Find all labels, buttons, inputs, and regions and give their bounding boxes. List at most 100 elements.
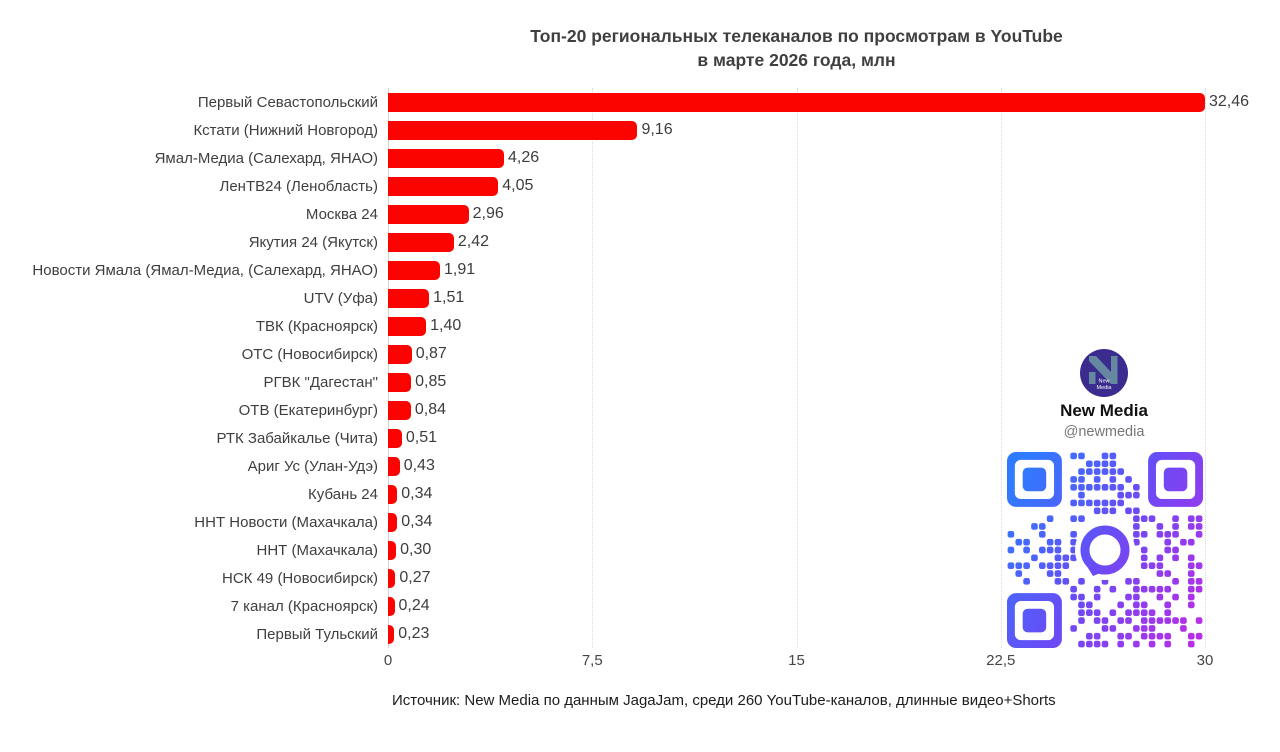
category-label: РГВК "Дагестан" <box>263 373 379 391</box>
gridline <box>592 88 594 648</box>
bar-row: ННТ (Махачкала) 0,30 <box>0 536 1280 564</box>
bar <box>388 568 396 588</box>
bar <box>388 540 397 560</box>
bar-row: ННТ Новости (Махачкала) 0,34 <box>0 508 1280 536</box>
bar-track: 1,91 <box>388 256 1205 284</box>
category-label: ОТВ (Екатеринбург) <box>238 401 378 419</box>
bar <box>388 176 499 196</box>
bar-row: Кубань 24 0,34 <box>0 480 1280 508</box>
bar <box>388 148 504 168</box>
bar-track: 2,96 <box>388 200 1205 228</box>
category-label: UTV (Уфа) <box>303 289 378 307</box>
bar-track: 4,26 <box>388 144 1205 172</box>
bar-row: НСК 49 (Новосибирск) 0,27 <box>0 564 1280 592</box>
category-label: Ариг Ус (Улан-Удэ) <box>247 457 378 475</box>
source-note: Источник: New Media по данным JagaJam, с… <box>392 692 1056 709</box>
bar-track: 1,51 <box>388 284 1205 312</box>
bar <box>388 428 402 448</box>
bar-row: РТК Забайкалье (Чита) 0,51 <box>0 424 1280 452</box>
qr-code <box>1007 452 1203 648</box>
value-label: 2,42 <box>457 233 490 250</box>
bar <box>388 92 1205 112</box>
category-label: НСК 49 (Новосибирск) <box>222 569 378 587</box>
value-label: 0,23 <box>398 625 430 642</box>
bar-row: Кстати (Нижний Новгород) 9,16 <box>0 116 1280 144</box>
value-label: 0,24 <box>398 597 430 614</box>
value-label: 0,87 <box>415 345 447 362</box>
brand-handle: @newmedia <box>1063 424 1145 440</box>
category-label: Москва 24 <box>305 205 378 223</box>
bar <box>388 372 412 392</box>
bar-row: Ариг Ус (Улан-Удэ) 0,43 <box>0 452 1280 480</box>
bar-row: UTV (Уфа) 1,51 <box>0 284 1280 312</box>
value-label: 0,51 <box>405 429 438 446</box>
category-label: Новости Ямала (Ямал-Медиа, (Салехард, ЯН… <box>32 261 378 279</box>
bar-row: Ямал-Медиа (Салехард, ЯНАО) 4,26 <box>0 144 1280 172</box>
bar <box>388 456 400 476</box>
category-label: Первый Тульский <box>256 625 378 643</box>
y-axis-line <box>388 88 389 648</box>
bar-track: 0,27 <box>388 564 1205 592</box>
bar-row: ТВК (Красноярск) 1,40 <box>0 312 1280 340</box>
bar <box>388 512 398 532</box>
chart-title-line1: Топ-20 региональных телеканалов по просм… <box>530 26 1063 46</box>
value-label: 9,16 <box>641 121 673 138</box>
category-label: Якутия 24 (Якутск) <box>248 233 378 251</box>
bar-track: 2,42 <box>388 228 1205 256</box>
category-label: Кубань 24 <box>308 485 378 503</box>
category-label: ННТ Новости (Махачкала) <box>194 513 378 531</box>
value-label: 0,85 <box>415 373 447 390</box>
bar-row: Первый Севастопольский 32,46 <box>0 88 1280 116</box>
bar <box>388 624 395 644</box>
bar-row: Якутия 24 (Якутск) 2,42 <box>0 228 1280 256</box>
bar <box>388 596 395 616</box>
bar-track: 0,34 <box>388 508 1205 536</box>
bar-track: 0,23 <box>388 620 1205 648</box>
bar-row: ОТВ (Екатеринбург) 0,84 <box>0 396 1280 424</box>
category-label: Ямал-Медиа (Салехард, ЯНАО) <box>154 149 378 167</box>
bar <box>388 232 454 252</box>
bar-row: ЛенТВ24 (Ленобласть) 4,05 <box>0 172 1280 200</box>
bar-track: 0,84 <box>388 396 1205 424</box>
new-media-logo-icon: New Media <box>1080 349 1128 397</box>
bar <box>388 316 427 336</box>
bar-row: 7 канал (Красноярск) 0,24 <box>0 592 1280 620</box>
category-label: ТВК (Красноярск) <box>255 317 378 335</box>
bar <box>388 120 638 140</box>
x-axis-tick: 30 <box>1196 652 1214 669</box>
value-label: 0,30 <box>400 541 432 558</box>
value-label: 1,51 <box>433 289 465 306</box>
x-axis-tick: 0 <box>383 652 393 669</box>
category-label: Кстати (Нижний Новгород) <box>193 121 378 139</box>
bar <box>388 260 441 280</box>
gridline <box>1000 88 1002 648</box>
value-label: 4,26 <box>508 149 540 166</box>
x-axis-tick: 15 <box>788 652 805 669</box>
value-label: 0,34 <box>401 513 433 530</box>
bar <box>388 344 412 364</box>
category-label: Первый Севастопольский <box>197 93 378 111</box>
bar-track: 0,24 <box>388 592 1205 620</box>
bar-track: 4,05 <box>388 172 1205 200</box>
value-label: 0,34 <box>401 485 433 502</box>
value-label: 1,91 <box>444 261 476 278</box>
bar-track: 9,16 <box>388 116 1205 144</box>
bar <box>388 204 469 224</box>
gridline <box>1205 88 1206 648</box>
bar-track: 0,34 <box>388 480 1205 508</box>
bar-row: Новости Ямала (Ямал-Медиа, (Салехард, ЯН… <box>0 256 1280 284</box>
bar-row: Москва 24 2,96 <box>0 200 1280 228</box>
x-axis-tick: 7,5 <box>581 652 603 669</box>
bar <box>388 484 398 504</box>
chart-title-line2: в марте 2026 года, млн <box>697 50 896 70</box>
value-label: 0,27 <box>399 569 431 586</box>
value-label: 4,05 <box>502 177 534 194</box>
category-label: ЛенТВ24 (Ленобласть) <box>219 177 379 195</box>
value-label: 2,96 <box>472 205 504 222</box>
gridline <box>796 88 798 648</box>
bar-track: 0,87 <box>388 340 1205 368</box>
svg-text:New: New <box>1098 379 1109 385</box>
bar-row: Первый Тульский 0,23 <box>0 620 1280 648</box>
bar <box>388 400 411 420</box>
